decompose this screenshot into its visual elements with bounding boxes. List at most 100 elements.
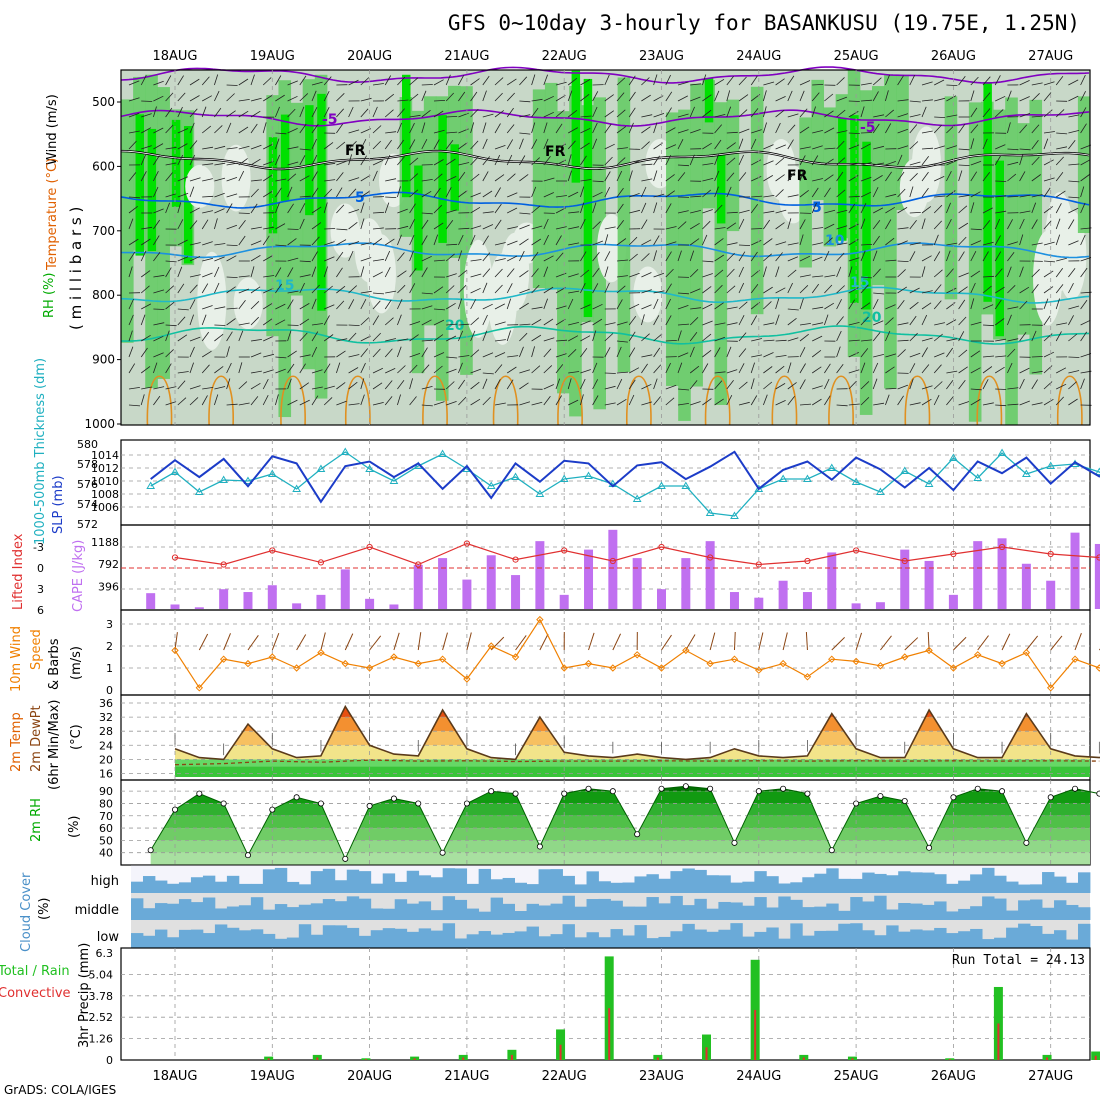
wind-barb (311, 236, 320, 246)
wind-barb (726, 380, 734, 390)
wind-barb (848, 403, 860, 406)
wind-barb (690, 307, 702, 310)
wind-barb (409, 173, 419, 182)
wind-barb (933, 269, 943, 278)
wind-barb (336, 400, 347, 406)
wind-barb (470, 368, 482, 374)
cape-bar (316, 594, 326, 609)
wind-barb (921, 302, 932, 310)
wind-barb (519, 155, 526, 166)
cloud-cover-bar (142, 876, 156, 893)
wind-barb (323, 285, 333, 294)
wind-barb (324, 385, 335, 390)
rh-point (682, 783, 689, 790)
wind-barb (811, 155, 819, 166)
wind-barb (580, 369, 591, 374)
wind-speed-point (949, 664, 958, 672)
wind-barb (494, 219, 502, 230)
wind-barb (848, 380, 857, 390)
wind-barb (299, 354, 311, 358)
wind-barb (689, 332, 698, 342)
cloud-cover-bar (922, 930, 935, 948)
wind-barb (738, 154, 744, 166)
wind-barb (580, 155, 587, 166)
rh-point (1096, 790, 1100, 797)
wind-barb (909, 287, 920, 294)
wind-barb (262, 318, 273, 326)
wind-barb (702, 142, 712, 150)
wind-barb (665, 226, 677, 230)
wind-barb (1031, 139, 1039, 150)
wind-barb (506, 283, 513, 294)
wind-barb (1019, 80, 1030, 86)
cloud-cover-bar (550, 869, 563, 893)
temp-unit: (°C) (69, 724, 84, 750)
wind-barb (409, 321, 421, 326)
wind-barb (482, 268, 491, 278)
thickness-point (389, 476, 399, 484)
wind-barb (226, 147, 238, 150)
cloud-cover-bar (742, 881, 755, 893)
wind-barb (369, 635, 382, 651)
wind-barb (226, 346, 230, 358)
wind-barb (189, 177, 201, 182)
wind-barb (775, 355, 787, 358)
wind-barb (921, 156, 930, 166)
date-label: 21AUG (444, 49, 489, 64)
wind-barb (995, 144, 1006, 150)
rh-saturated-area (995, 160, 1005, 337)
wind-barb (763, 175, 774, 182)
wind-barb (446, 116, 458, 118)
wind-barb (531, 186, 537, 198)
wind-barb (165, 193, 177, 198)
wind-barb (799, 80, 811, 86)
wind-barb (543, 348, 552, 358)
wind-barb (177, 266, 183, 278)
wind-barb (860, 362, 866, 374)
wind-barb (311, 154, 318, 166)
wind-barb (433, 286, 444, 294)
wind-barb (543, 255, 554, 262)
wind-barb (604, 226, 616, 230)
wind-barb (628, 331, 636, 342)
cloud-cover-bar (862, 901, 875, 920)
wind-unit: (m/s) (69, 646, 84, 680)
wind-barb (946, 171, 952, 182)
wind-barb (592, 191, 603, 198)
rh-point (609, 788, 616, 795)
wind-barb (519, 323, 531, 326)
wind-barb (787, 269, 797, 278)
precip-bar (264, 1056, 274, 1060)
wind-barb (506, 330, 511, 342)
wind-barb (628, 315, 637, 326)
wind-barb (263, 336, 274, 342)
cloud-cover-bar (466, 883, 480, 893)
wind-barb (433, 110, 444, 118)
wind-barb (458, 379, 466, 390)
wind-barb (994, 268, 1003, 278)
wind-barb (336, 204, 345, 214)
wind-barb (189, 186, 195, 198)
wind-barb (921, 255, 932, 262)
wind-barb (567, 298, 574, 310)
wind-barb (568, 290, 580, 294)
wind-barb (885, 90, 889, 102)
cloud-cover-bar (886, 909, 899, 920)
rh-point (707, 785, 714, 792)
wind-barb (128, 205, 138, 214)
wind-barb (494, 303, 505, 310)
wind-barb (311, 107, 318, 118)
cloud-cover-bar (142, 935, 156, 948)
wind-barb (482, 113, 494, 118)
cloud-cover-bar (946, 911, 959, 920)
convective-bar (997, 1023, 1000, 1060)
cloud-cover-bar (778, 938, 791, 948)
wind-barb (653, 298, 659, 310)
wind-barb (641, 401, 653, 406)
wind-barb (775, 266, 780, 278)
wind-barb (348, 403, 360, 406)
wind-barb (250, 266, 255, 278)
wind-barb (885, 193, 897, 198)
wind-barb (153, 106, 157, 118)
